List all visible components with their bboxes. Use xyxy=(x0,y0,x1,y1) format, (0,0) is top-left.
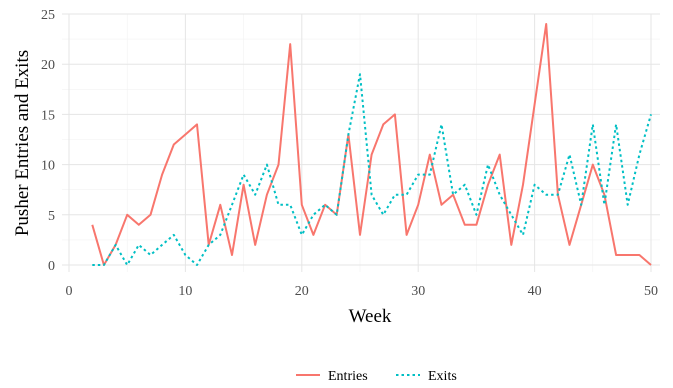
y-tick-label: 25 xyxy=(41,8,55,23)
x-tick-label: 20 xyxy=(295,284,309,299)
x-axis-title: Week xyxy=(349,306,392,327)
y-axis-ticks: 0 5 10 15 20 25 xyxy=(41,8,55,274)
y-axis-title: Pusher Entries and Exits xyxy=(12,50,33,236)
x-tick-label: 0 xyxy=(66,284,73,299)
series-line-exits xyxy=(92,73,652,266)
y-tick-label: 15 xyxy=(41,108,55,123)
x-tick-label: 40 xyxy=(528,284,542,299)
x-tick-label: 30 xyxy=(411,284,425,299)
series-layer xyxy=(91,23,652,266)
legend-label-entries: Entries xyxy=(328,369,368,384)
x-tick-label: 10 xyxy=(178,284,192,299)
x-tick-label: 50 xyxy=(644,284,658,299)
x-axis-ticks: 0 10 20 30 40 50 xyxy=(66,284,659,299)
y-tick-label: 5 xyxy=(48,209,55,224)
y-tick-label: 0 xyxy=(48,259,55,274)
legend-label-exits: Exits xyxy=(428,369,457,384)
y-tick-label: 20 xyxy=(41,58,55,73)
legend: Entries Exits xyxy=(296,369,457,384)
grid-lines xyxy=(62,13,660,272)
y-tick-label: 10 xyxy=(41,159,55,174)
